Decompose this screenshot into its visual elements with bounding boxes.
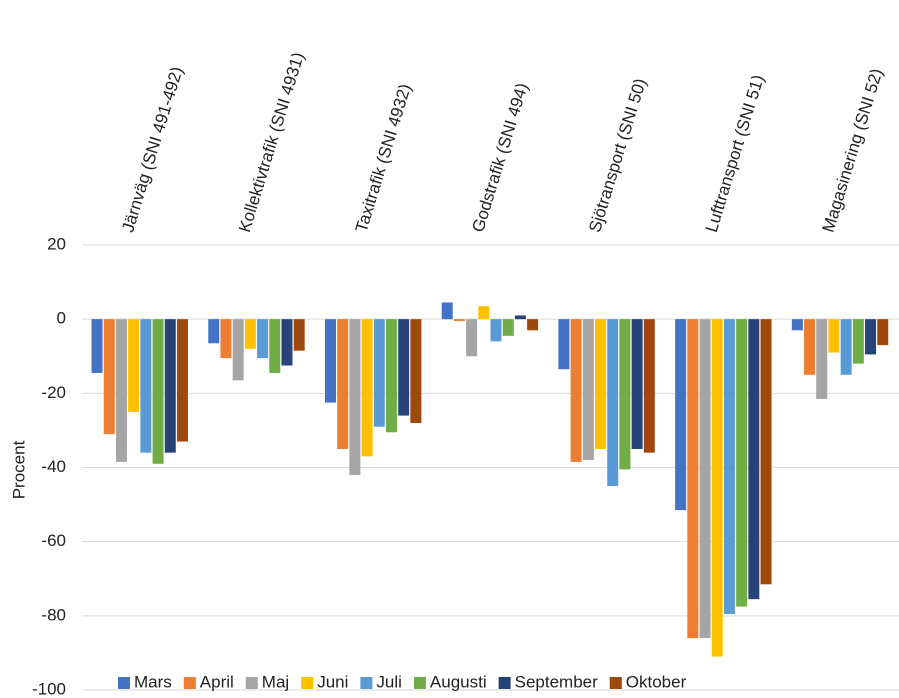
legend-swatch: [118, 677, 130, 689]
bar: [232, 319, 244, 381]
bar: [570, 319, 582, 462]
bar: [349, 319, 361, 475]
bar: [324, 319, 336, 403]
bar: [361, 319, 373, 457]
bar: [281, 319, 293, 366]
bar: [840, 319, 852, 375]
bar: [514, 315, 526, 320]
legend-swatch: [360, 677, 373, 689]
category-label: Järnväg (SNI 491-492): [118, 64, 186, 234]
bar: [804, 319, 816, 375]
bar: [595, 319, 607, 449]
bar: [736, 319, 748, 607]
bar: [675, 319, 687, 511]
y-tick-label: 20: [47, 234, 66, 253]
bar: [91, 319, 103, 373]
legend-label: Juli: [376, 672, 402, 691]
legend-swatch: [498, 677, 511, 689]
legend-label: April: [200, 672, 234, 691]
legend-label: Augusti: [430, 672, 487, 691]
legend-swatch: [245, 677, 258, 689]
bar: [760, 319, 772, 585]
legend-label: Oktober: [626, 672, 687, 691]
bar: [502, 319, 514, 336]
category-label: Magasinering (SNI 52): [819, 66, 887, 234]
bar: [791, 319, 803, 331]
category-label: Sjötransport (SNI 50): [585, 76, 650, 234]
bar: [115, 319, 127, 462]
bar: [220, 319, 232, 359]
bar: [398, 319, 410, 416]
bar: [244, 319, 256, 349]
bar: [410, 319, 422, 423]
bar: [490, 319, 502, 342]
legend-swatch: [301, 677, 314, 689]
bar: [643, 319, 655, 453]
bar: [699, 319, 711, 639]
bar: [453, 319, 465, 322]
bar: [164, 319, 176, 453]
bar: [140, 319, 152, 453]
bar: [748, 319, 760, 600]
legend-swatch: [413, 677, 426, 689]
bar: [208, 319, 220, 344]
y-tick-label: -100: [32, 679, 66, 698]
bar: [711, 319, 723, 657]
bar: [176, 319, 188, 442]
bar: [527, 319, 539, 331]
category-label: Godstrafik (SNI 494): [468, 81, 531, 235]
bar: [478, 306, 490, 320]
legend-swatch: [609, 677, 622, 689]
legend-label: Juni: [317, 672, 348, 691]
bar: [128, 319, 140, 412]
bar: [865, 319, 877, 355]
bar: [687, 319, 699, 639]
y-tick-label: -80: [41, 605, 66, 624]
y-tick-label: 0: [57, 309, 66, 328]
bar: [828, 319, 840, 353]
bar: [631, 319, 643, 449]
bar: [619, 319, 631, 470]
y-tick-label: -40: [41, 457, 66, 476]
category-label: Kollektivtrafik (SNI 4931): [235, 50, 308, 234]
legend-swatch: [183, 677, 196, 689]
y-axis-label: Procent: [9, 440, 28, 499]
bar: [723, 319, 735, 614]
category-label: Taxitrafik (SNI 4932): [352, 82, 415, 235]
bar: [337, 319, 349, 449]
y-tick-label: -20: [41, 383, 66, 402]
bar: [816, 319, 828, 399]
legend-label: September: [515, 672, 598, 691]
bar: [257, 319, 269, 359]
bar: [582, 319, 594, 461]
bar: [607, 319, 619, 487]
bar: [373, 319, 385, 427]
legend: Mars April Maj Juni Juli Augusti September Okto…: [118, 672, 687, 691]
bar: [558, 319, 570, 370]
bar: [466, 319, 478, 357]
bar: [103, 319, 115, 435]
category-label: Lufttransport (SNI 51): [702, 73, 768, 235]
bar: [385, 319, 397, 433]
bar: [152, 319, 164, 464]
bar: [852, 319, 864, 364]
bar: [269, 319, 281, 373]
bar: [441, 302, 453, 320]
legend-label: Mars: [134, 672, 172, 691]
bar: [877, 319, 889, 346]
bar: [293, 319, 305, 351]
legend-label: Maj: [262, 672, 289, 691]
y-tick-label: -60: [41, 531, 66, 550]
